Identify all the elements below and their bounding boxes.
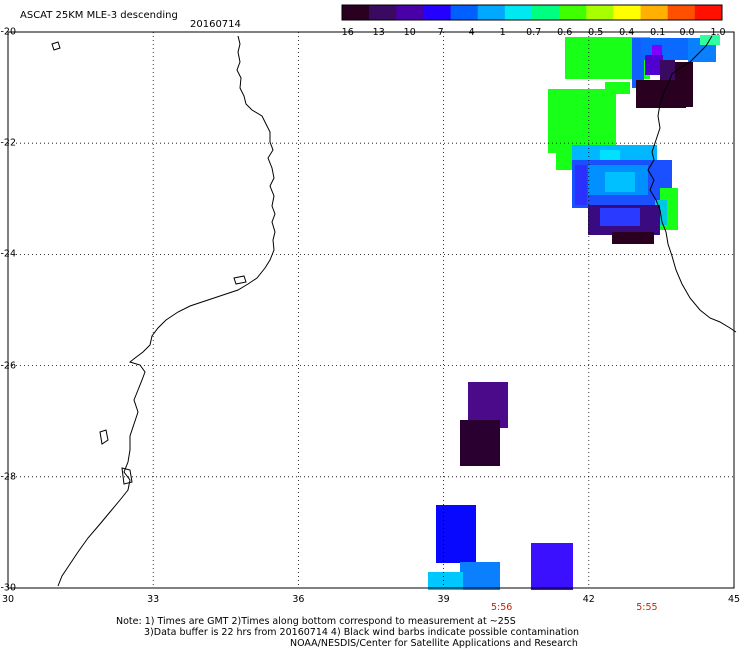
color-bar-segment	[504, 5, 533, 20]
color-bar-border	[341, 4, 723, 21]
island-coast-bits	[121, 467, 133, 485]
swath-south-cells	[428, 382, 573, 590]
footer-credit: NOAA/NESDIS/Center for Satellite Applica…	[290, 638, 578, 649]
footer-note-line2: 3)Data buffer is 22 hrs from 20160714 4)…	[144, 627, 580, 638]
lat-lon-grid	[7, 31, 735, 589]
lon-label: 36	[292, 594, 305, 605]
lat-label: -24	[0, 248, 16, 260]
island-inhaca	[99, 429, 109, 445]
color-bar-segment	[477, 5, 506, 20]
color-bar-label: 1.0	[710, 27, 726, 38]
color-bar-label: -0.4	[615, 27, 635, 38]
color-bar	[341, 4, 723, 21]
time-label: 5:55	[636, 602, 658, 613]
lon-label: 39	[437, 594, 450, 605]
swath-central-east	[556, 145, 678, 244]
lon-label: 30	[1, 594, 15, 605]
color-bar-label: -7	[434, 27, 444, 38]
color-bar-segment	[586, 5, 614, 20]
coastline-madagascar	[647, 35, 737, 333]
color-bar-segment	[613, 5, 642, 20]
island-bazaruto	[233, 275, 247, 285]
color-bar-label: -4	[465, 27, 475, 38]
lat-label: -26	[0, 360, 16, 372]
color-bar-segment	[667, 5, 696, 20]
footer-note-line1: Note: 1) Times are GMT 2)Times along bot…	[116, 616, 516, 627]
lon-label: 42	[582, 594, 595, 605]
lon-label: 33	[147, 594, 160, 605]
map-date: 20160714	[190, 19, 241, 30]
color-bar-segment	[369, 5, 397, 20]
color-bar-label: -0.6	[553, 27, 573, 38]
color-bar-label: -0.1	[646, 27, 666, 38]
color-bar-label: -16	[338, 27, 354, 38]
island-small	[51, 41, 61, 51]
time-label: 5:56	[491, 602, 513, 613]
lat-label: -30	[0, 582, 16, 594]
color-bar-label: -13	[369, 27, 385, 38]
swath-northeast	[548, 35, 720, 153]
color-bar-label: -0.5	[584, 27, 604, 38]
color-bar-segment	[396, 5, 424, 20]
color-bar-segment	[450, 5, 479, 20]
color-bar-label: -1	[496, 27, 506, 38]
map-frame	[7, 31, 735, 589]
color-bar-segment	[559, 5, 587, 20]
color-bar-segment	[423, 5, 452, 20]
coastline-mozambique	[57, 35, 276, 587]
color-bar-segment	[640, 5, 669, 20]
color-bar-segment	[342, 5, 370, 20]
lat-label: -22	[0, 137, 16, 149]
color-bar-segment	[532, 5, 560, 20]
color-bar-label: 0.0	[679, 27, 695, 38]
color-bar-label: -0.7	[522, 27, 542, 38]
lon-label: 45	[727, 594, 740, 605]
map-title: ASCAT 25KM MLE-3 descending	[20, 10, 178, 21]
color-bar-label: -10	[400, 27, 416, 38]
color-bar-segment	[694, 5, 723, 20]
lat-label: -20	[0, 26, 16, 38]
lat-label: -28	[0, 471, 16, 483]
